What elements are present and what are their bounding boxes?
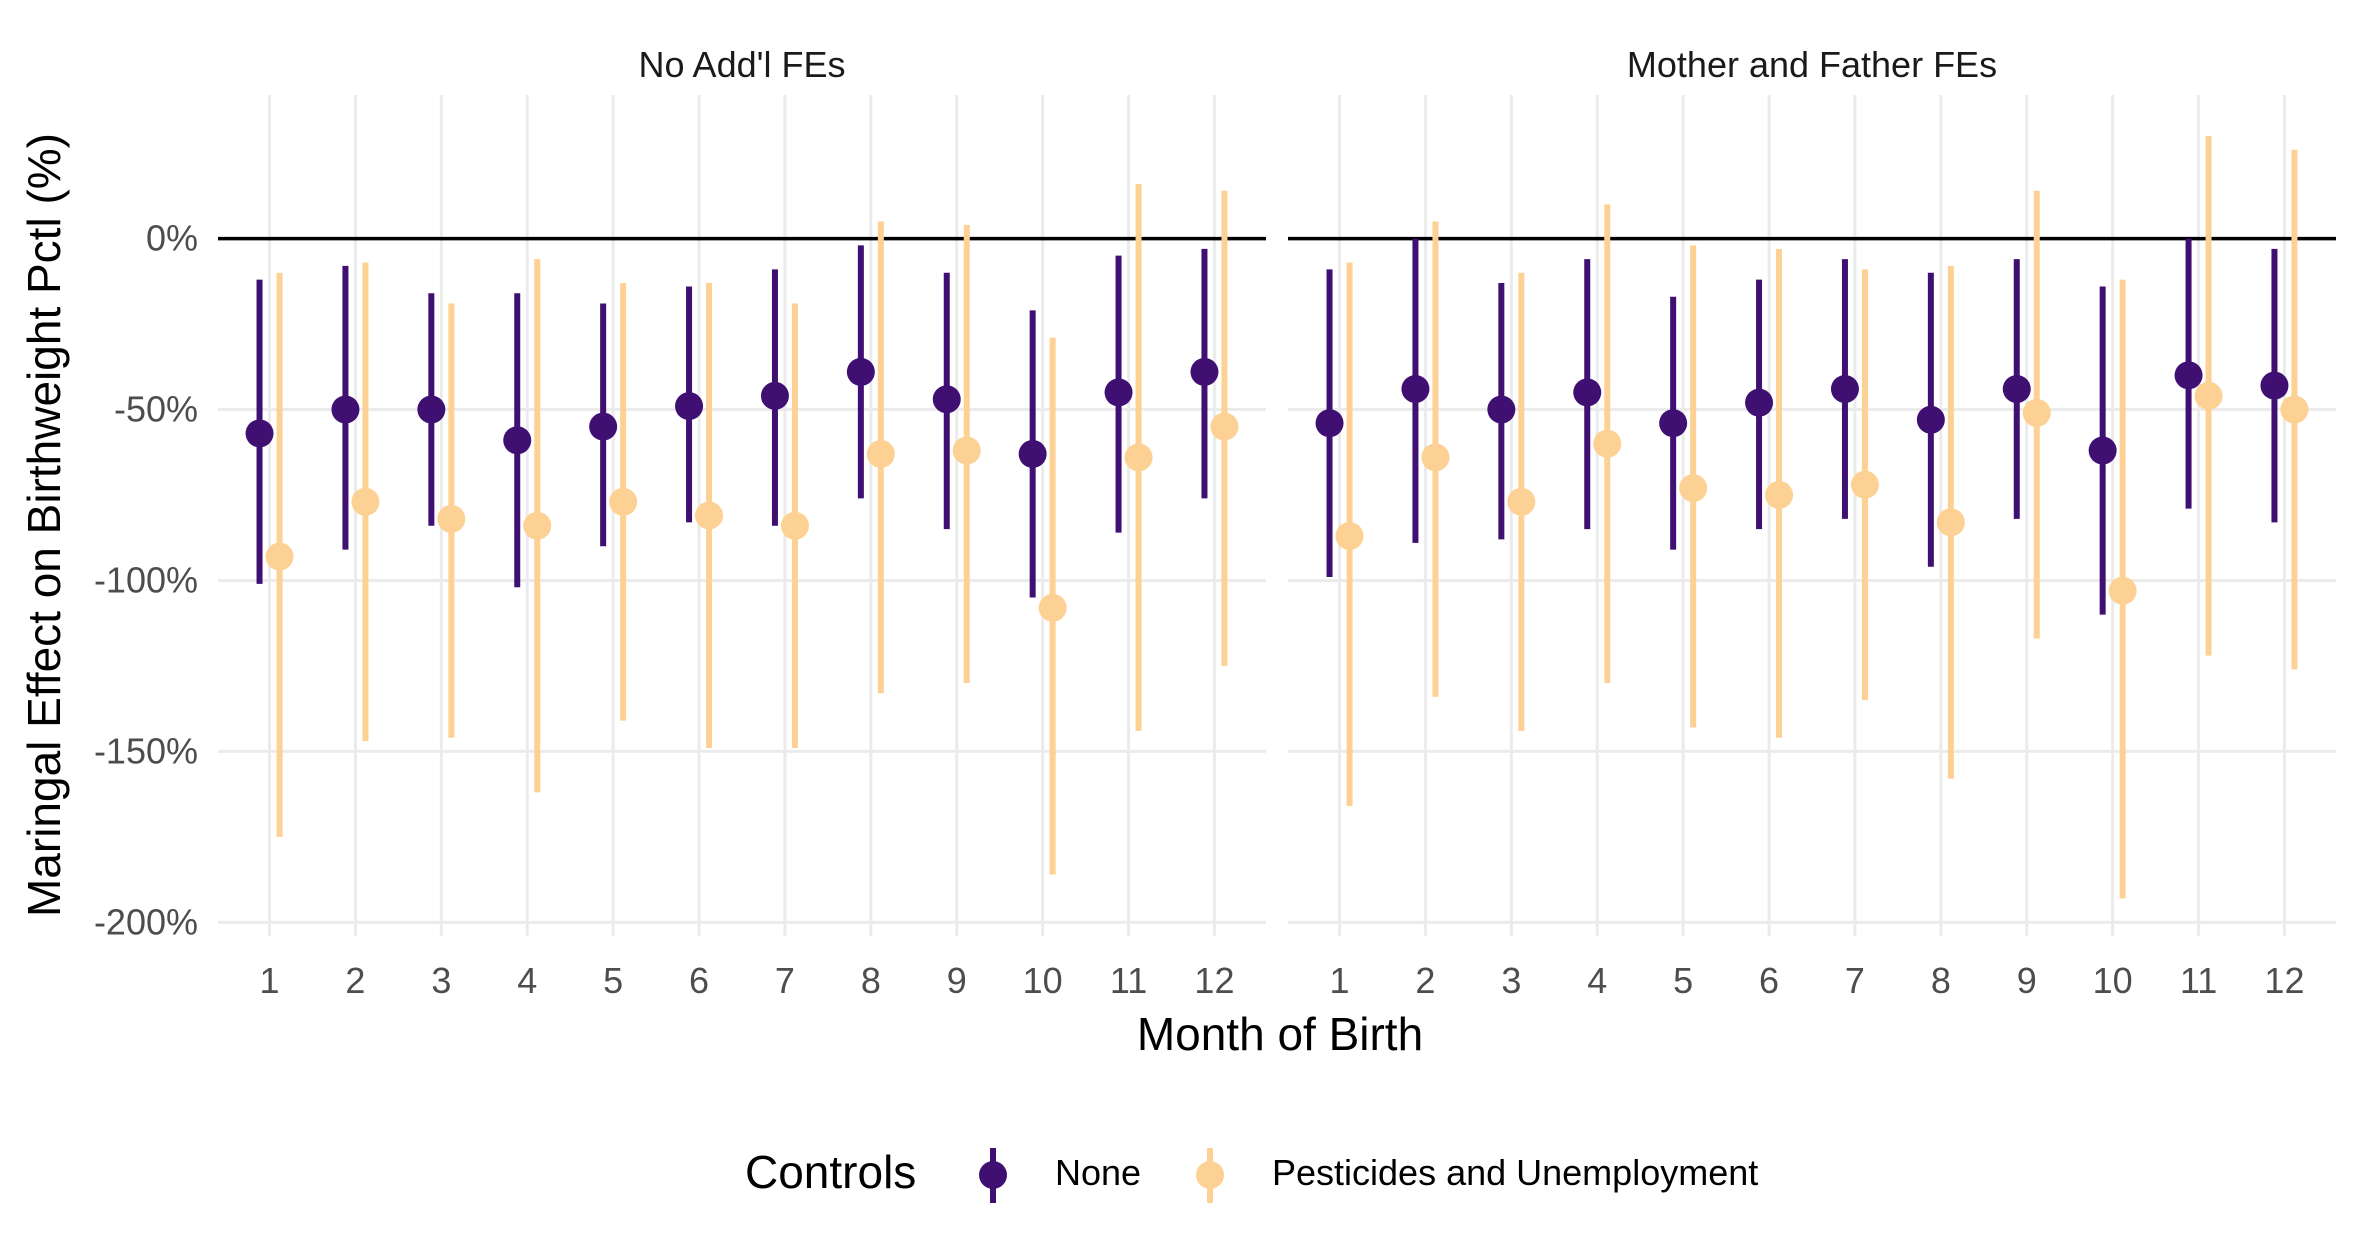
data-point <box>846 357 875 386</box>
legend-title: Controls <box>745 1146 916 1198</box>
data-point <box>2280 395 2309 424</box>
data-point <box>1401 375 1430 404</box>
legend-label-pesticides-and-unemployment: Pesticides and Unemployment <box>1272 1152 1758 1193</box>
data-point <box>265 542 294 571</box>
data-point <box>417 395 446 424</box>
data-point <box>1038 593 1067 622</box>
data-point <box>760 381 789 410</box>
data-point <box>932 385 961 414</box>
x-axis-title: Month of Birth <box>1137 1008 1423 1060</box>
data-point <box>1104 378 1133 407</box>
data-point <box>1487 395 1516 424</box>
data-point <box>1018 439 1047 468</box>
x-tick-label: 3 <box>431 960 451 1001</box>
x-tick-label: 8 <box>861 960 881 1001</box>
panel-title: Mother and Father FEs <box>1627 44 1997 85</box>
legend-key-pesticides-and-unemployment <box>1196 1148 1224 1203</box>
data-point <box>1679 474 1708 503</box>
legend: Controls None Pesticides and Unemploymen… <box>745 1146 1758 1203</box>
x-tick-label: 6 <box>1759 960 1779 1001</box>
data-point <box>523 511 552 540</box>
x-tick-label: 9 <box>947 960 967 1001</box>
data-point <box>1765 480 1794 509</box>
data-point <box>2174 361 2203 390</box>
x-tick-label: 5 <box>603 960 623 1001</box>
data-point <box>609 487 638 516</box>
x-tick-label: 8 <box>1931 960 1951 1001</box>
data-point <box>1210 412 1239 441</box>
data-point <box>695 501 724 530</box>
legend-key-none <box>979 1148 1007 1203</box>
x-tick-label: 12 <box>1194 960 1234 1001</box>
data-point <box>1936 508 1965 537</box>
x-tick-label: 9 <box>2017 960 2037 1001</box>
legend-key-point <box>979 1161 1007 1189</box>
data-point <box>503 426 532 455</box>
data-point <box>1507 487 1536 516</box>
data-point <box>1124 443 1153 472</box>
series-pesticides-and-unemployment <box>265 183 1239 875</box>
data-point <box>589 412 618 441</box>
data-point <box>2002 375 2031 404</box>
data-point <box>1745 388 1774 417</box>
y-tick-label: -150% <box>94 730 198 771</box>
y-tick-label: -50% <box>114 389 198 430</box>
y-tick-label: -100% <box>94 559 198 600</box>
data-point <box>780 511 809 540</box>
x-tick-label: 2 <box>1415 960 1435 1001</box>
y-tick-label: -200% <box>94 901 198 942</box>
x-tick-label: 1 <box>1330 960 1350 1001</box>
legend-key-point <box>1196 1161 1224 1189</box>
data-point <box>1315 409 1344 438</box>
data-point <box>1573 378 1602 407</box>
data-point <box>245 419 274 448</box>
data-point <box>2088 436 2117 465</box>
x-tick-label: 2 <box>345 960 365 1001</box>
x-tick-label: 12 <box>2264 960 2304 1001</box>
y-axis-title: Maringal Effect on Birthweight Pctl (%) <box>18 133 70 917</box>
x-tick-label: 11 <box>1110 960 1147 1001</box>
x-tick-label: 1 <box>260 960 280 1001</box>
x-tick-label: 10 <box>2093 960 2133 1001</box>
data-point <box>1421 443 1450 472</box>
data-point <box>1850 470 1879 499</box>
x-tick-label: 5 <box>1673 960 1693 1001</box>
data-point <box>2022 398 2051 427</box>
data-point <box>1190 357 1219 386</box>
series-none <box>1315 238 2289 615</box>
legend-label-none: None <box>1055 1152 1141 1193</box>
data-point <box>2194 381 2223 410</box>
data-point <box>1830 375 1859 404</box>
data-point <box>952 436 981 465</box>
data-point <box>1335 522 1364 551</box>
x-tick-label: 4 <box>1587 960 1607 1001</box>
data-point <box>2108 576 2137 605</box>
data-point <box>331 395 360 424</box>
data-point <box>351 487 380 516</box>
y-tick-label: 0% <box>146 218 198 259</box>
data-point <box>1593 429 1622 458</box>
x-tick-label: 10 <box>1023 960 1063 1001</box>
data-point <box>1916 405 1945 434</box>
data-point <box>866 439 895 468</box>
data-point <box>675 392 704 421</box>
series-none <box>245 245 1219 598</box>
x-tick-label: 7 <box>1845 960 1865 1001</box>
panel-title: No Add'l FEs <box>639 44 846 85</box>
series-pesticides-and-unemployment <box>1335 136 2309 899</box>
data-point <box>1659 409 1688 438</box>
data-point <box>2260 371 2289 400</box>
x-tick-label: 4 <box>517 960 537 1001</box>
x-tick-label: 7 <box>775 960 795 1001</box>
x-tick-label: 11 <box>2180 960 2217 1001</box>
x-tick-label: 6 <box>689 960 709 1001</box>
x-tick-label: 3 <box>1501 960 1521 1001</box>
data-point <box>437 504 466 533</box>
